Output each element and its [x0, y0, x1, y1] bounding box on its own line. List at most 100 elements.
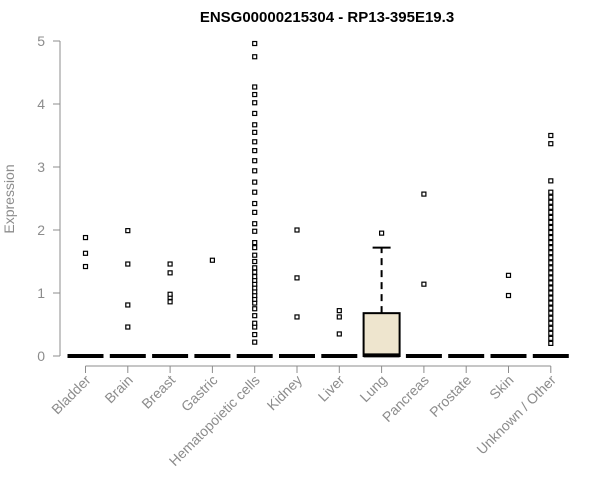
x-category-label: Breast [138, 372, 178, 412]
outlier-point [252, 221, 258, 227]
outlier-point [548, 320, 554, 326]
x-category-label: Lung [356, 372, 389, 405]
outlier-point [294, 275, 300, 281]
outlier-point [505, 272, 512, 278]
outlier-point [252, 179, 258, 185]
outlier-point [548, 194, 554, 200]
outlier-point [548, 209, 554, 215]
outlier-point [82, 263, 89, 270]
outlier-point [421, 281, 427, 287]
box-iqr [362, 312, 401, 358]
outlier-point [548, 199, 554, 205]
x-category-label: Brain [101, 372, 135, 406]
x-category-label: Bladder [48, 372, 94, 418]
outlier-point [548, 250, 554, 256]
outlier-point [252, 40, 258, 47]
outlier-point [336, 314, 342, 320]
x-category-label: Skin [486, 372, 517, 403]
outlier-point [548, 285, 554, 291]
outlier-point [548, 280, 554, 286]
outlier-point [167, 299, 173, 305]
outlier-point [294, 314, 300, 320]
y-tick-label: 1 [37, 285, 45, 301]
outlier-point [548, 325, 554, 331]
outlier-point [548, 295, 554, 301]
outlier-point [209, 257, 215, 263]
outlier-point [252, 189, 258, 195]
outlier-point [252, 110, 258, 117]
x-category-label: Prostate [426, 372, 474, 420]
outlier-point [548, 132, 554, 139]
chart-title: ENSG00000215304 - RP13-395E19.3 [200, 9, 454, 26]
outlier-point [548, 300, 554, 306]
box-lung [362, 230, 401, 358]
outlier-point [252, 245, 258, 251]
box-breast [152, 261, 189, 358]
outlier-point [125, 261, 131, 267]
outlier-point [82, 250, 89, 256]
box-brain [109, 228, 146, 358]
outlier-point [252, 240, 258, 246]
outlier-point [252, 100, 258, 106]
outlier-point [548, 270, 554, 276]
outlier-point [252, 91, 258, 98]
outlier-point [548, 240, 554, 246]
outlier-point [548, 189, 554, 195]
outlier-point [252, 252, 258, 258]
box-liver [321, 308, 358, 358]
outlier-point [548, 265, 554, 271]
outlier-point [252, 139, 258, 145]
outlier-point [252, 339, 258, 345]
outlier-point [252, 158, 258, 164]
outlier-point [252, 228, 258, 234]
outlier-point [252, 148, 258, 154]
outlier-point [167, 291, 173, 297]
outlier-point [548, 229, 554, 236]
box-unknown-other [532, 132, 569, 358]
outlier-point [548, 214, 554, 220]
outlier-point [252, 306, 258, 312]
outlier-point [548, 275, 554, 281]
box-bladder [67, 234, 104, 358]
outlier-point [336, 331, 342, 337]
outlier-point [252, 331, 258, 338]
outlier-point [548, 245, 554, 251]
outlier-point [125, 324, 131, 330]
outlier-point [252, 200, 258, 207]
outlier-point [548, 260, 554, 266]
box-gastric [194, 257, 231, 358]
outlier-point [548, 335, 554, 341]
outlier-point [548, 224, 554, 231]
outlier-point [548, 204, 554, 210]
box-skin [490, 272, 527, 358]
outlier-point [252, 168, 258, 174]
outlier-point [505, 292, 512, 299]
outlier-point [252, 129, 258, 135]
outlier-point [548, 234, 554, 241]
outlier-point [252, 258, 258, 265]
y-tick-label: 4 [37, 96, 45, 112]
y-axis-label: Expression [1, 164, 17, 233]
x-category-label: Unknown / Other [473, 372, 559, 458]
outlier-point [252, 209, 258, 215]
y-tick-label: 3 [37, 159, 45, 175]
outlier-point [125, 302, 131, 308]
y-tick-label: 5 [37, 33, 45, 49]
outlier-point [252, 269, 258, 275]
y-tick-label: 2 [37, 222, 45, 238]
outlier-point [548, 340, 554, 346]
outlier-point [548, 310, 554, 316]
outlier-point [252, 84, 258, 90]
outlier-point [548, 315, 554, 321]
outlier-point [167, 261, 173, 267]
x-category-label: Kidney [264, 372, 306, 414]
x-category-label: Liver [315, 372, 348, 405]
outlier-point [252, 54, 258, 60]
x-category-label: Pancreas [379, 372, 432, 425]
outlier-point [82, 234, 89, 241]
box-pancreas [405, 191, 442, 358]
outlier-point [548, 290, 554, 296]
outlier-point [548, 330, 554, 336]
outlier-point [252, 320, 258, 326]
outlier-point [548, 255, 554, 261]
